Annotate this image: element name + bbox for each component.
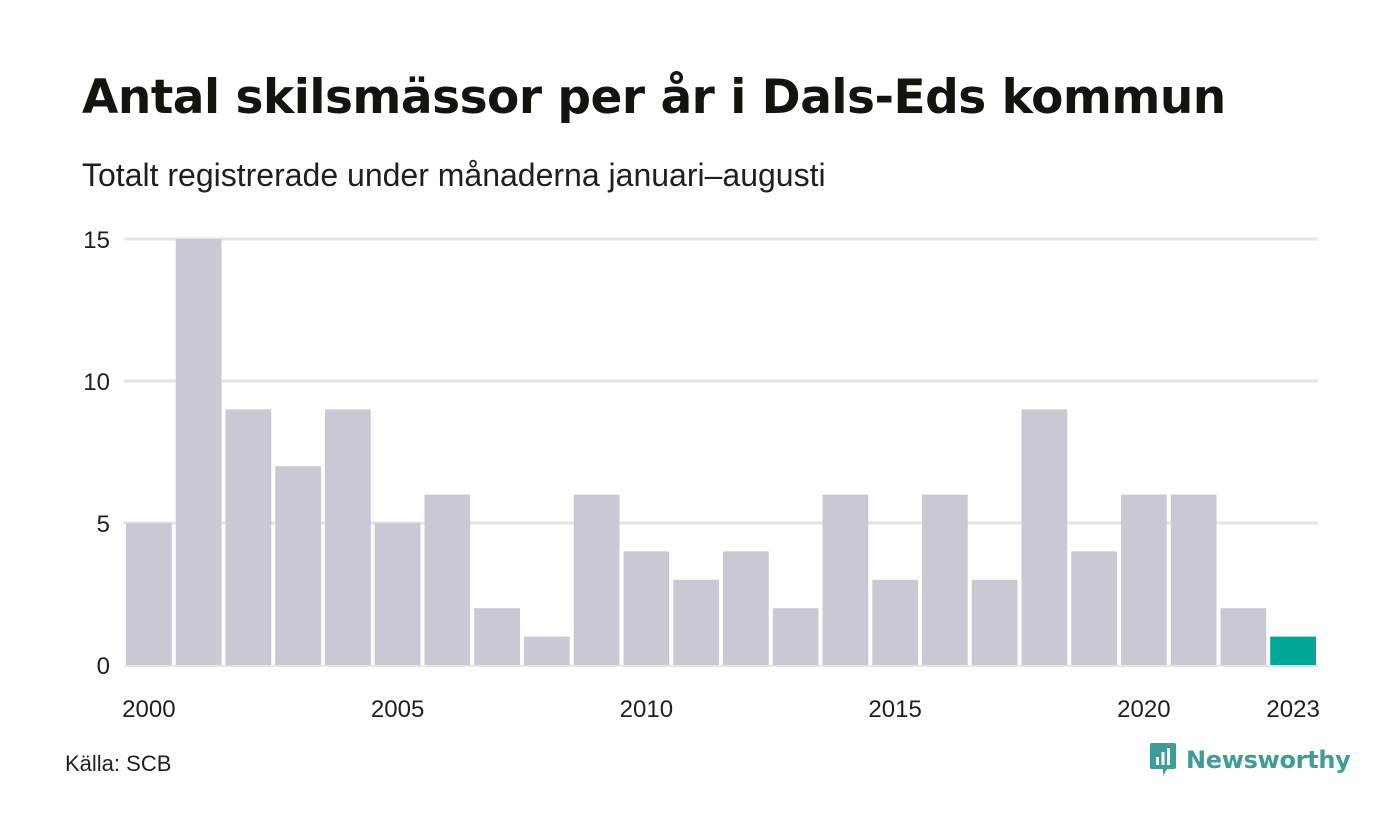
bar-2005: [374, 523, 421, 665]
bar-2002: [225, 409, 272, 665]
y-tick-label: 10: [83, 369, 110, 396]
bars: [126, 239, 1316, 665]
bar-2010: [623, 551, 670, 665]
bar-2020: [1121, 494, 1167, 665]
bar-2006: [424, 494, 471, 665]
bar-2018: [1021, 409, 1068, 665]
x-tick-label: 2023: [1266, 696, 1319, 723]
source-note: Källa: SCB: [65, 751, 172, 776]
bar-2011: [673, 579, 719, 665]
bar-2017: [971, 579, 1018, 665]
x-tick-label: 2015: [868, 696, 921, 723]
chart-title: Antal skilsmässor per år i Dals-Eds komm…: [82, 70, 1226, 125]
gridlines: [124, 237, 1318, 667]
bar-2013: [772, 608, 819, 665]
bar-2004: [325, 409, 371, 665]
bar-2008: [524, 636, 570, 665]
chart-subtitle: Totalt registrerade under månaderna janu…: [82, 157, 826, 193]
bar-2015: [872, 579, 918, 665]
bar-2022: [1220, 608, 1267, 665]
x-tick-label: 2020: [1117, 696, 1170, 723]
bar-2001: [175, 239, 222, 665]
brand-logo: Newsworthy: [1148, 742, 1351, 778]
y-axis-ticks: 0 5 10 15: [83, 227, 110, 680]
x-tick-label: 2010: [620, 696, 673, 723]
y-tick-label: 15: [83, 227, 110, 254]
bar-2021: [1170, 494, 1217, 665]
brand-name: Newsworthy: [1186, 746, 1351, 774]
y-tick-label: 5: [97, 511, 110, 538]
bar-2016: [922, 494, 968, 665]
bar-2000: [126, 523, 172, 665]
bar-2023: [1270, 636, 1316, 665]
bar-2019: [1071, 551, 1117, 665]
newsworthy-logo-icon: [1150, 743, 1176, 776]
y-tick-label: 0: [97, 653, 110, 680]
bar-2003: [275, 466, 321, 665]
bar-2014: [822, 494, 869, 665]
x-tick-label: 2005: [371, 696, 424, 723]
x-axis-ticks: 2000 2005 2010 2015 2020 2023: [122, 696, 1320, 723]
bar-2012: [723, 551, 769, 665]
bar-2007: [474, 608, 520, 665]
x-tick-label: 2000: [122, 696, 175, 723]
bar-2009: [573, 494, 620, 665]
